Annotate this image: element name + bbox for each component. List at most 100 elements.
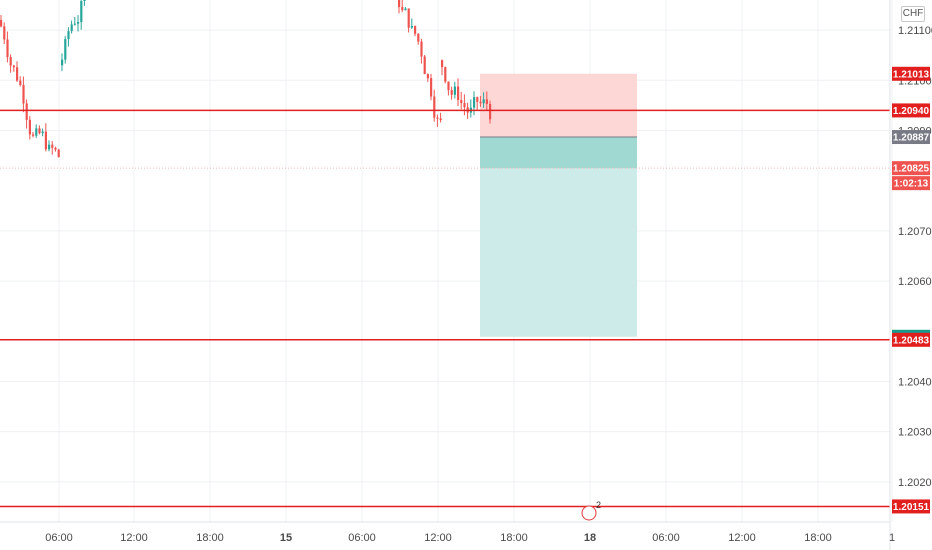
price-tag-label: 1.20151 (893, 502, 930, 513)
time-axis[interactable]: 06:00 12:00 18:00 15 06:00 12:00 18:00 18 06:00 1… (45, 532, 895, 544)
price-tick-label: 1.20600 (898, 276, 932, 288)
price-tag-label: 1.20825 (893, 164, 930, 175)
price-tag (892, 499, 930, 514)
time-tick-label: 18:00 (196, 532, 224, 544)
price-axis[interactable]: 1.211001.210001.209001.207001.206001.204… (898, 25, 932, 489)
candle-body (476, 97, 479, 102)
price-tag (892, 130, 930, 145)
time-tick-label: 06:00 (348, 532, 376, 544)
price-tick-label: 1.20700 (898, 226, 932, 238)
candle-body (441, 60, 444, 68)
candle-body (70, 24, 73, 32)
open-pnl-zone (480, 137, 637, 169)
candle-body (35, 128, 38, 136)
candle-body (32, 134, 35, 136)
time-tick-label: 06:00 (652, 532, 680, 544)
candle-body (61, 59, 64, 66)
candle-body (398, 0, 401, 8)
candle-body (19, 80, 22, 85)
candle-body (41, 131, 44, 134)
event-marker[interactable]: 2 (581, 500, 601, 521)
countdown-tag (892, 176, 930, 191)
price-tag-label: 1.20887 (893, 133, 930, 144)
price-tags: 1.210131.209401.208871.208251.204891.204… (892, 66, 930, 514)
candle-body (44, 131, 47, 150)
currency-label[interactable]: CHF (901, 6, 925, 22)
candle-body (57, 149, 60, 158)
candle-body (450, 90, 453, 95)
candle-body (473, 97, 476, 108)
candlesticks (0, 0, 492, 158)
candle-body (479, 101, 482, 104)
event-marker-count: 2 (596, 500, 601, 510)
candle-body (67, 31, 70, 40)
candle-body (407, 8, 410, 28)
position-tool[interactable] (480, 73, 637, 337)
candle-body (447, 81, 450, 91)
candle-body (9, 57, 12, 66)
time-tick-label: 18 (584, 532, 596, 544)
candle-body (25, 103, 28, 120)
horizontal-levels[interactable] (0, 109, 890, 508)
candle-body (460, 100, 463, 104)
candle-body (38, 128, 41, 134)
candle-body (64, 39, 67, 60)
price-tick-label: 1.20400 (898, 376, 932, 388)
candle-body (0, 20, 3, 27)
candle-body (417, 33, 420, 42)
price-tag-label: 1.21013 (893, 69, 930, 80)
price-tag (892, 103, 930, 118)
candle-body (77, 22, 80, 24)
candle-body (73, 23, 76, 25)
countdown-label: 1:02:13 (894, 179, 929, 190)
candle-body (423, 56, 426, 75)
candle-body (485, 99, 488, 104)
candle-body (439, 118, 442, 121)
candle-body (444, 67, 447, 82)
price-tag-label: 1.20483 (893, 335, 930, 346)
time-tick-label: 12:00 (424, 532, 452, 544)
price-tag (892, 332, 930, 347)
candle-body (3, 26, 6, 40)
candle-body (426, 74, 429, 79)
candle-body (83, 0, 86, 2)
candle-body (453, 86, 456, 95)
candle-body (463, 103, 466, 108)
stop-loss-zone[interactable] (480, 73, 637, 138)
candle-body (80, 1, 83, 23)
candle-body (6, 39, 9, 58)
candle-body (16, 67, 19, 81)
candle-body (433, 96, 436, 118)
time-tick-label: 18:00 (500, 532, 528, 544)
price-tick-label: 1.21100 (898, 25, 932, 37)
price-tag (892, 66, 930, 81)
time-tick-label: 15 (280, 532, 292, 544)
candle-body (28, 119, 31, 135)
event-marker-icon[interactable] (581, 505, 597, 521)
time-tick-label: 12:00 (728, 532, 756, 544)
candle-body (410, 26, 413, 28)
price-tag-label: 1.20940 (893, 106, 930, 117)
candle-body (54, 147, 57, 150)
candle-body (12, 65, 15, 68)
price-tag (892, 161, 930, 176)
time-tick-label: 18:00 (804, 532, 832, 544)
time-tick-label: 06:00 (45, 532, 73, 544)
candle-body (482, 99, 485, 104)
candle-body (22, 84, 25, 104)
candle-body (414, 26, 417, 34)
candle-body (404, 8, 407, 11)
candle-body (457, 86, 460, 101)
candle-body (401, 7, 404, 11)
price-tick-label: 1.20300 (898, 427, 932, 439)
candle-body (436, 117, 439, 119)
take-profit-zone[interactable] (480, 137, 637, 337)
candle-body (430, 78, 433, 97)
time-tick-label: 1 (889, 532, 895, 544)
candle-body (420, 41, 423, 57)
grid-lines (0, 0, 893, 522)
time-tick-label: 12:00 (120, 532, 148, 544)
candle-body (48, 144, 51, 150)
